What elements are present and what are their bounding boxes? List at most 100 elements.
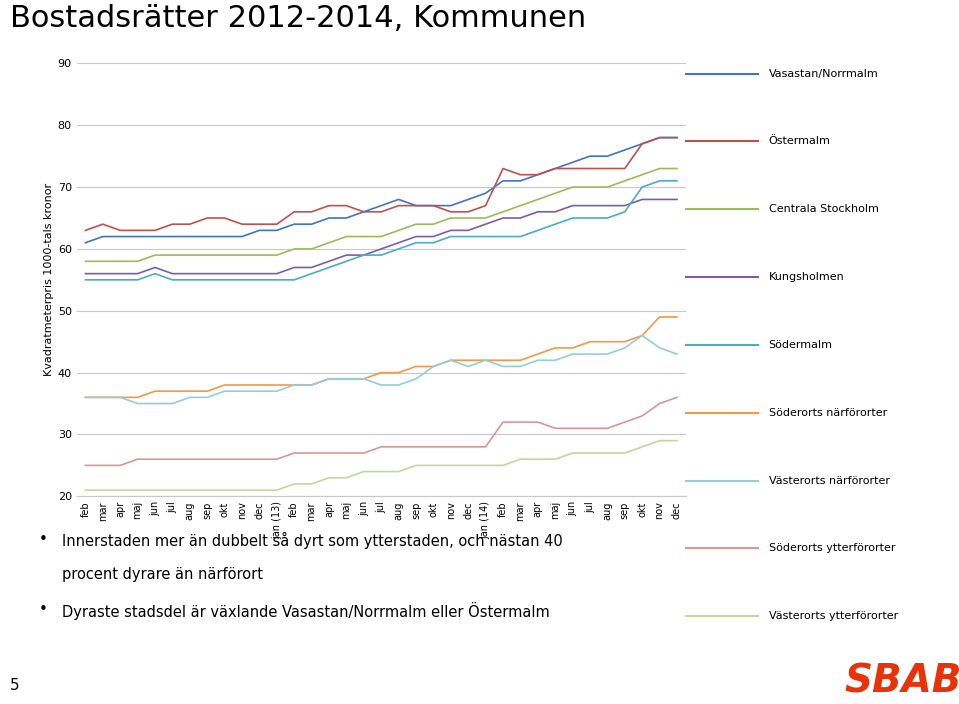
Södermalm — [323, 263, 335, 272]
Söderorts ytterförorter — [80, 461, 91, 470]
Centrala Stockholm — [445, 214, 456, 222]
Västerorts ytterförorter — [323, 474, 335, 482]
Västerorts närförorter — [114, 393, 126, 401]
Vasastan/Norrmalm — [428, 201, 439, 210]
Söderorts närförorter — [376, 368, 387, 377]
Vasastan/Norrmalm — [167, 232, 178, 241]
Text: Södermalm: Södermalm — [768, 340, 832, 350]
Vasastan/Norrmalm — [80, 239, 91, 247]
Östermalm — [114, 226, 126, 234]
Västerorts närförorter — [532, 356, 544, 365]
Västerorts ytterförorter — [271, 486, 283, 494]
Västerorts närförorter — [376, 381, 387, 389]
Östermalm — [289, 208, 300, 216]
Västerorts närförorter — [358, 375, 369, 383]
Text: •: • — [38, 602, 47, 617]
Söderorts närförorter — [80, 393, 91, 401]
Vasastan/Norrmalm — [445, 201, 456, 210]
Västerorts ytterförorter — [150, 486, 161, 494]
Söderorts närförorter — [97, 393, 108, 401]
Söderorts ytterförorter — [289, 449, 300, 458]
Söderorts närförorter — [532, 350, 544, 358]
Söderorts närförorter — [131, 393, 144, 401]
Västerorts närförorter — [253, 387, 265, 396]
Söderorts närförorter — [515, 356, 526, 365]
Västerorts ytterförorter — [236, 486, 247, 494]
Söderorts närförorter — [480, 356, 491, 365]
Västerorts ytterförorter — [201, 486, 213, 494]
Söderorts ytterförorter — [253, 455, 265, 463]
Kungsholmen — [253, 270, 265, 278]
Söderorts ytterförorter — [376, 443, 387, 451]
Södermalm — [601, 214, 613, 222]
Västerorts närförorter — [80, 393, 91, 401]
Vasastan/Norrmalm — [637, 139, 648, 148]
Söderorts ytterförorter — [480, 443, 491, 451]
Vasastan/Norrmalm — [340, 214, 352, 222]
Söderorts närförorter — [393, 368, 405, 377]
Västerorts ytterförorter — [410, 461, 422, 470]
Vasastan/Norrmalm — [497, 177, 508, 185]
Södermalm — [428, 239, 439, 247]
Centrala Stockholm — [532, 195, 544, 203]
Söderorts närförorter — [445, 356, 456, 365]
Södermalm — [131, 276, 144, 284]
Västerorts närförorter — [480, 356, 491, 365]
Vasastan/Norrmalm — [515, 177, 526, 185]
Östermalm — [654, 133, 666, 142]
Söderorts ytterförorter — [167, 455, 178, 463]
Text: Vasastan/Norrmalm: Vasastan/Norrmalm — [768, 68, 878, 79]
Östermalm — [131, 226, 144, 234]
Söderorts ytterförorter — [462, 443, 474, 451]
Västerorts ytterförorter — [80, 486, 91, 494]
Östermalm — [358, 208, 369, 216]
Västerorts ytterförorter — [515, 455, 526, 463]
Södermalm — [358, 251, 369, 259]
Söderorts ytterförorter — [601, 424, 613, 432]
Söderorts ytterförorter — [131, 455, 144, 463]
Östermalm — [497, 164, 508, 172]
Söderorts ytterförorter — [340, 449, 352, 458]
Västerorts närförorter — [637, 332, 648, 340]
Vasastan/Norrmalm — [271, 226, 283, 234]
Söderorts närförorter — [619, 337, 630, 346]
Vasastan/Norrmalm — [601, 152, 613, 161]
Text: Söderorts närförorter: Söderorts närförorter — [768, 408, 887, 417]
Södermalm — [445, 232, 456, 241]
Söderorts ytterförorter — [97, 461, 108, 470]
Södermalm — [289, 276, 300, 284]
Södermalm — [480, 232, 491, 241]
Östermalm — [428, 201, 439, 210]
Söderorts ytterförorter — [114, 461, 126, 470]
Västerorts närförorter — [201, 393, 213, 401]
Centrala Stockholm — [340, 232, 352, 241]
Söderorts närförorter — [462, 356, 474, 365]
Centrala Stockholm — [271, 251, 283, 259]
Västerorts ytterförorter — [532, 455, 544, 463]
Söderorts ytterförorter — [532, 418, 544, 427]
Vasastan/Norrmalm — [306, 220, 317, 228]
Centrala Stockholm — [167, 251, 178, 259]
Centrala Stockholm — [201, 251, 213, 259]
Söderorts närförorter — [428, 362, 439, 370]
Söderorts närförorter — [289, 381, 300, 389]
Västerorts närförorter — [410, 375, 422, 383]
Kungsholmen — [97, 270, 108, 278]
Centrala Stockholm — [114, 257, 126, 265]
Kungsholmen — [619, 201, 630, 210]
Söderorts ytterförorter — [497, 418, 508, 427]
Östermalm — [462, 208, 474, 216]
Kungsholmen — [637, 195, 648, 203]
Söderorts ytterförorter — [219, 455, 230, 463]
Centrala Stockholm — [358, 232, 369, 241]
Östermalm — [550, 164, 561, 172]
Vasastan/Norrmalm — [550, 164, 561, 172]
Kungsholmen — [358, 251, 369, 259]
Södermalm — [550, 220, 561, 228]
Västerorts ytterförorter — [253, 486, 265, 494]
Söderorts närförorter — [323, 375, 335, 383]
Söderorts ytterförorter — [428, 443, 439, 451]
Centrala Stockholm — [480, 214, 491, 222]
Södermalm — [532, 226, 544, 234]
Västerorts ytterförorter — [219, 486, 230, 494]
